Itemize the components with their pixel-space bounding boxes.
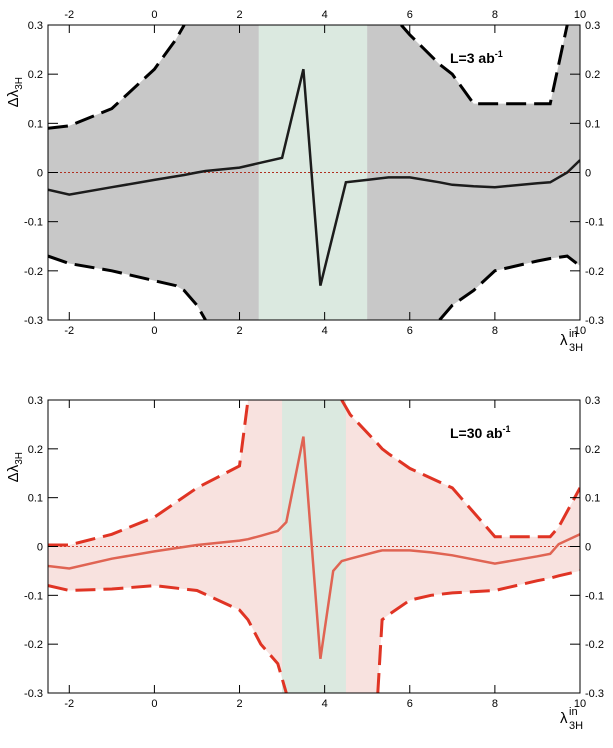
y-label-sub: 3H	[14, 452, 25, 465]
y-tick-label-right: -0.1	[585, 217, 604, 229]
y-tick-label-right: 0.2	[585, 69, 600, 81]
y-tick-label-right: 0	[585, 168, 591, 180]
x-tick-label-top: 2	[236, 9, 242, 21]
y-tick-label-right: 0.2	[585, 444, 600, 456]
dashed-line	[48, 400, 580, 547]
plot-area	[48, 400, 580, 693]
central-line	[48, 68, 580, 286]
x-tick-label: 2	[236, 698, 242, 710]
y-tick-label: 0	[37, 542, 43, 554]
y-label-sub: 3H	[14, 77, 25, 90]
x-tick-label-top: -2	[64, 9, 74, 21]
y-axis-label: Δλ3H	[5, 452, 25, 482]
y-tick-label-right: -0.3	[585, 688, 604, 700]
y-tick-label: 0.2	[28, 69, 43, 81]
y-tick-label-right: 0.1	[585, 493, 600, 505]
y-tick-label: 0.3	[28, 395, 43, 407]
annotation: L=30 ab-1	[450, 424, 511, 441]
x-tick-label: 6	[407, 325, 413, 337]
y-tick-label-right: 0	[585, 542, 591, 554]
y-axis-label: Δλ3H	[5, 77, 25, 107]
y-tick-label-right: -0.3	[585, 315, 604, 327]
y-label-base: Δλ	[5, 464, 22, 482]
y-label-base: Δλ	[5, 89, 22, 107]
dashed-line	[48, 254, 580, 320]
annotation: L=3 ab-1	[450, 49, 503, 66]
y-tick-label: -0.1	[24, 217, 43, 229]
x-label-sup: in	[569, 706, 578, 718]
plot-area	[48, 25, 580, 320]
x-tick-label: 8	[492, 698, 498, 710]
x-label-sub: 3H	[569, 342, 583, 354]
x-tick-label: 4	[322, 698, 328, 710]
central-line	[48, 436, 580, 659]
y-tick-label: -0.3	[24, 315, 43, 327]
y-tick-label: 0.3	[28, 20, 43, 32]
y-tick-label: -0.2	[24, 639, 43, 651]
annotation-sup: -1	[495, 49, 503, 59]
x-label-sup: in	[569, 328, 578, 340]
x-tick-label-top: 10	[574, 9, 586, 21]
x-tick-label: 0	[151, 325, 157, 337]
y-tick-label-right: 0.3	[585, 395, 600, 407]
annotation-text: L=3 ab	[450, 50, 495, 66]
x-tick-label: 0	[151, 698, 157, 710]
x-tick-label-top: 8	[492, 9, 498, 21]
y-tick-label: -0.3	[24, 688, 43, 700]
dashed-line	[48, 569, 580, 693]
y-tick-label: -0.1	[24, 590, 43, 602]
x-tick-label: 10	[574, 325, 586, 337]
y-tick-label: 0	[37, 168, 43, 180]
y-tick-label-right: -0.2	[585, 266, 604, 278]
x-tick-label-top: 4	[322, 9, 328, 21]
y-tick-label-right: 0.1	[585, 118, 600, 130]
y-tick-label-right: 0.3	[585, 20, 600, 32]
x-tick-label: -2	[64, 698, 74, 710]
y-tick-label-right: -0.1	[585, 590, 604, 602]
y-tick-label: 0.1	[28, 118, 43, 130]
x-tick-label: 8	[492, 325, 498, 337]
x-axis-label: λ	[560, 710, 568, 727]
x-tick-label: -2	[64, 325, 74, 337]
panel: -2 0 2 4 6 8 10-0.3 -0.3-0.2 -0.2-0.1 -0.10 00.1 0.…	[5, 395, 604, 732]
x-tick-label-top: 6	[407, 9, 413, 21]
x-tick-label: 2	[236, 325, 242, 337]
y-tick-label: 0.1	[28, 493, 43, 505]
x-tick-label: 4	[322, 325, 328, 337]
x-tick-label: 6	[407, 698, 413, 710]
x-tick-label-top: 0	[151, 9, 157, 21]
dashed-line	[48, 25, 569, 130]
y-tick-label: -0.2	[24, 266, 43, 278]
annotation-text: L=30 ab	[450, 425, 503, 441]
annotation-sup: -1	[503, 424, 511, 434]
x-tick-label: 10	[574, 698, 586, 710]
y-tick-label-right: -0.2	[585, 639, 604, 651]
y-tick-label: 0.2	[28, 444, 43, 456]
x-label-sub: 3H	[569, 720, 583, 732]
x-axis-label: λ	[560, 332, 568, 349]
